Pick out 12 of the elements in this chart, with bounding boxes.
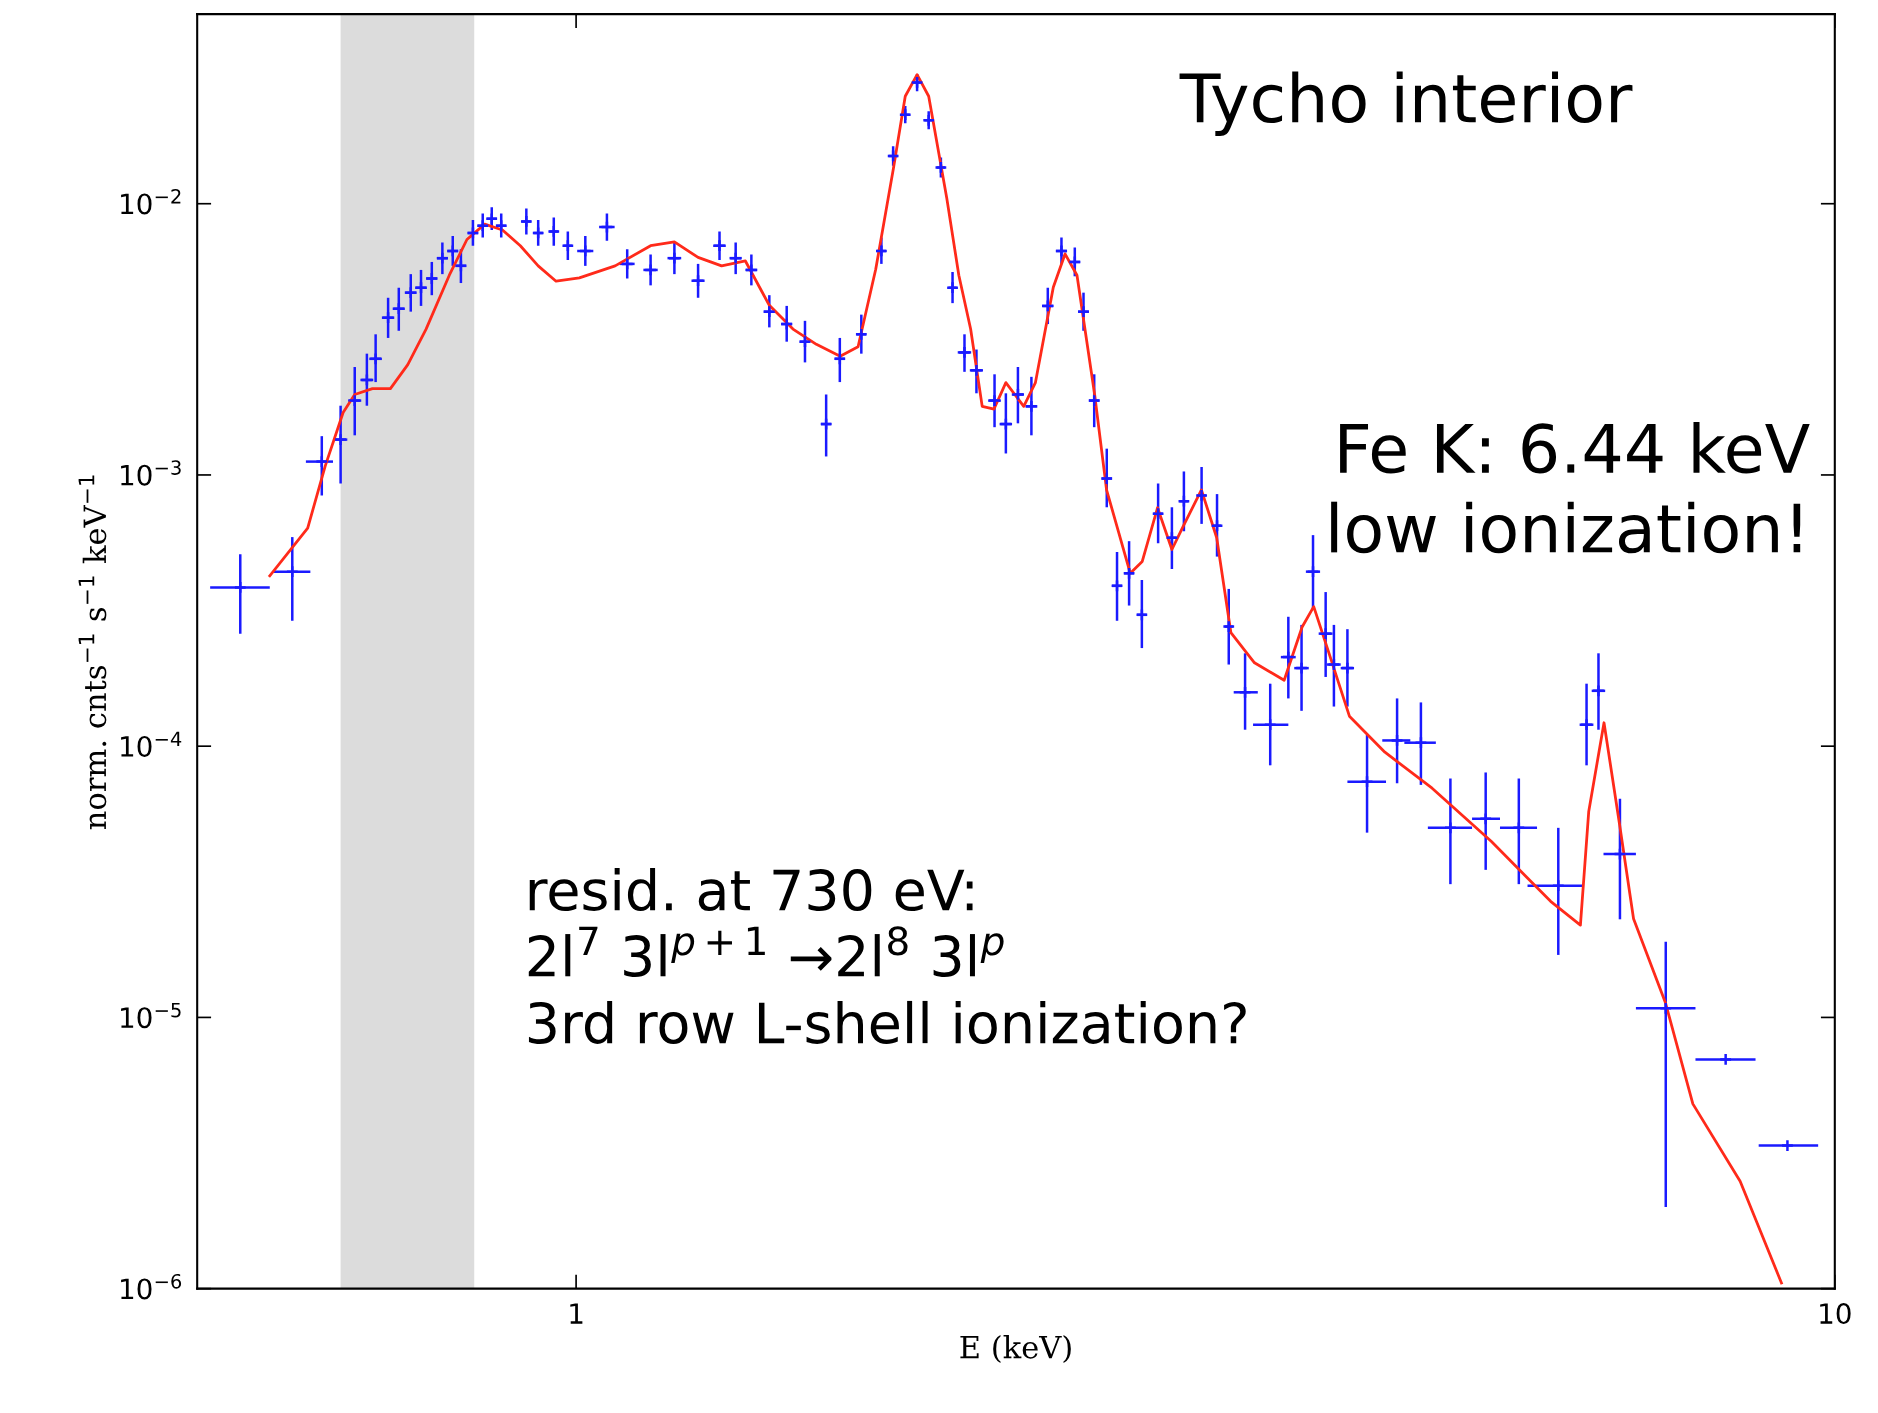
x-tick-label: 1 [570,1303,583,1324]
y-tick-label: 10$^{−4}$ [121,731,182,757]
y-tick-label: 10$^{−2}$ [121,188,181,215]
y-axis-title: norm. cnts$^{−1}$ s$^{−1}$ keV$^{−1}$ [78,475,107,830]
y-tick-label: 10$^{−3}$ [121,460,181,486]
annotation: Fe K: 6.44 keV low ionization! [1331,421,1810,554]
x-tick-label: 10 [1820,1303,1851,1325]
y-tick-label: 10$^{−5}$ [121,1002,181,1029]
y-tick-label: 10$^{−6}$ [121,1273,182,1300]
text: resid. at 730 eV: 2l$^{7}$ 3l$^{p+1}$ →2l$^{8}$ 3l$^{p}$ 3rd row L-shell ionization? [528,868,1246,1044]
x-axis-title: E (keV) [960,1334,1071,1363]
annotation: Tycho interior [1179,71,1633,136]
